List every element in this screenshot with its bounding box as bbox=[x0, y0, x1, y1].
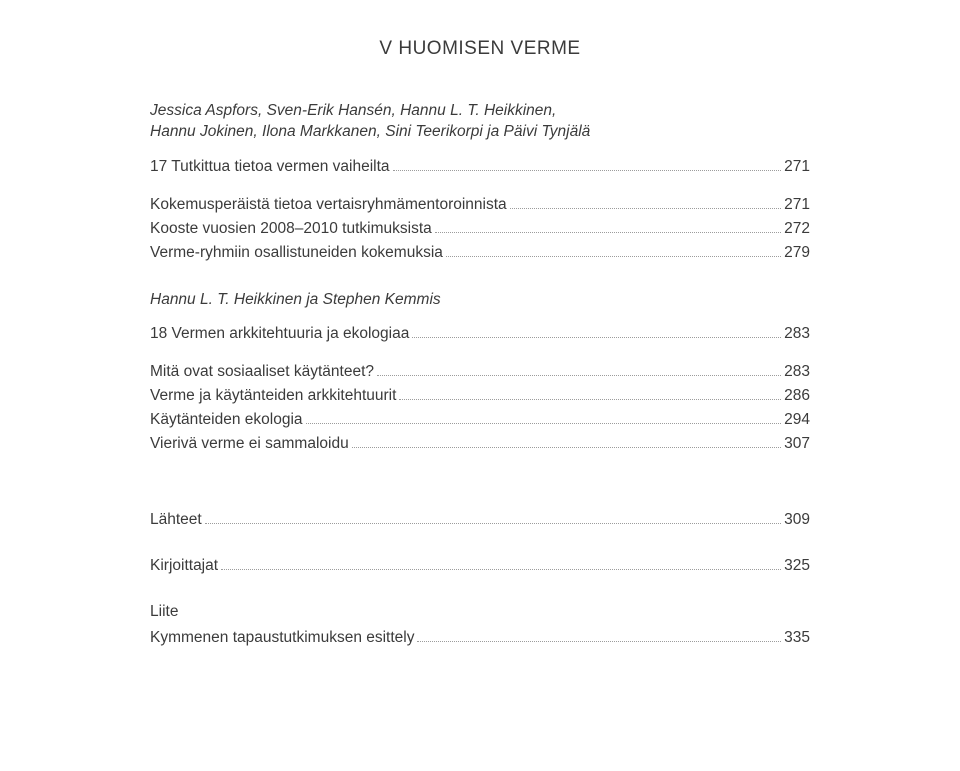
dot-leader bbox=[306, 413, 782, 424]
toc-page-number: 279 bbox=[784, 241, 810, 265]
dot-leader bbox=[352, 437, 781, 448]
toc-heading: Liite bbox=[150, 600, 810, 624]
toc-sub: Verme ja käytänteiden arkkitehtuurit 286 bbox=[150, 384, 810, 408]
toc-page-number: 283 bbox=[784, 360, 810, 384]
dot-leader bbox=[205, 513, 781, 524]
toc-label: 18 Vermen arkkitehtuuria ja ekologiaa bbox=[150, 322, 409, 346]
dot-leader bbox=[221, 559, 781, 570]
toc-liite: Liite Kymmenen tapaustutkimuksen esittel… bbox=[150, 600, 810, 650]
toc-sub: Käytänteiden ekologia 294 bbox=[150, 408, 810, 432]
toc-sub: Vierivä verme ei sammaloidu 307 bbox=[150, 432, 810, 456]
toc-label: 17 Tutkittua tietoa vermen vaiheilta bbox=[150, 155, 390, 179]
toc-sub: Mitä ovat sosiaaliset käytänteet? 283 bbox=[150, 360, 810, 384]
toc-label: Kooste vuosien 2008–2010 tutkimuksista bbox=[150, 217, 432, 241]
dot-leader bbox=[393, 160, 782, 171]
toc-page-number: 335 bbox=[784, 626, 810, 650]
toc-group-17: Jessica Aspfors, Sven-Erik Hansén, Hannu… bbox=[150, 100, 810, 265]
toc-label: Lähteet bbox=[150, 508, 202, 532]
toc-page-number: 271 bbox=[784, 155, 810, 179]
toc-label: Vierivä verme ei sammaloidu bbox=[150, 432, 349, 456]
toc-lahteet: Lähteet 309 bbox=[150, 508, 810, 532]
dot-leader bbox=[399, 389, 781, 400]
authors-line: Hannu Jokinen, Ilona Markkanen, Sini Tee… bbox=[150, 123, 590, 140]
dot-leader bbox=[446, 246, 781, 257]
toc-label: Kirjoittajat bbox=[150, 554, 218, 578]
dot-leader bbox=[412, 327, 781, 338]
toc-sub: Kymmenen tapaustutkimuksen esittely 335 bbox=[150, 626, 810, 650]
toc-heading: Lähteet 309 bbox=[150, 508, 810, 532]
toc-sub: Kokemusperäistä tietoa vertaisryhmämento… bbox=[150, 193, 810, 217]
toc-page-number: 325 bbox=[784, 554, 810, 578]
toc-heading: Kirjoittajat 325 bbox=[150, 554, 810, 578]
toc-heading: 18 Vermen arkkitehtuuria ja ekologiaa 28… bbox=[150, 322, 810, 346]
toc-kirjoittajat: Kirjoittajat 325 bbox=[150, 554, 810, 578]
section-title: V HUOMISEN VERME bbox=[150, 38, 810, 60]
toc-page-number: 286 bbox=[784, 384, 810, 408]
toc-heading: 17 Tutkittua tietoa vermen vaiheilta 271 bbox=[150, 155, 810, 179]
dot-leader bbox=[417, 631, 781, 642]
toc-page-number: 271 bbox=[784, 193, 810, 217]
toc-page-number: 283 bbox=[784, 322, 810, 346]
toc-label: Verme ja käytänteiden arkkitehtuurit bbox=[150, 384, 396, 408]
dot-leader bbox=[377, 365, 781, 376]
authors-line: Hannu L. T. Heikkinen ja Stephen Kemmis bbox=[150, 291, 441, 308]
dot-leader bbox=[435, 222, 781, 233]
toc-label: Mitä ovat sosiaaliset käytänteet? bbox=[150, 360, 374, 384]
toc-label: Kymmenen tapaustutkimuksen esittely bbox=[150, 626, 414, 650]
toc-sub: Kooste vuosien 2008–2010 tutkimuksista 2… bbox=[150, 217, 810, 241]
authors: Jessica Aspfors, Sven-Erik Hansén, Hannu… bbox=[150, 100, 810, 143]
authors: Hannu L. T. Heikkinen ja Stephen Kemmis bbox=[150, 289, 810, 310]
toc-label: Liite bbox=[150, 600, 178, 624]
toc-page-number: 307 bbox=[784, 432, 810, 456]
toc-page-number: 294 bbox=[784, 408, 810, 432]
toc-label: Kokemusperäistä tietoa vertaisryhmämento… bbox=[150, 193, 507, 217]
toc-sub: Verme-ryhmiin osallistuneiden kokemuksia… bbox=[150, 241, 810, 265]
dot-leader bbox=[510, 198, 781, 209]
authors-line: Jessica Aspfors, Sven-Erik Hansén, Hannu… bbox=[150, 102, 556, 119]
toc-page-number: 309 bbox=[784, 508, 810, 532]
toc-page: V HUOMISEN VERME Jessica Aspfors, Sven-E… bbox=[0, 0, 960, 771]
toc-label: Verme-ryhmiin osallistuneiden kokemuksia bbox=[150, 241, 443, 265]
toc-label: Käytänteiden ekologia bbox=[150, 408, 303, 432]
toc-page-number: 272 bbox=[784, 217, 810, 241]
toc-group-18: Hannu L. T. Heikkinen ja Stephen Kemmis … bbox=[150, 289, 810, 456]
